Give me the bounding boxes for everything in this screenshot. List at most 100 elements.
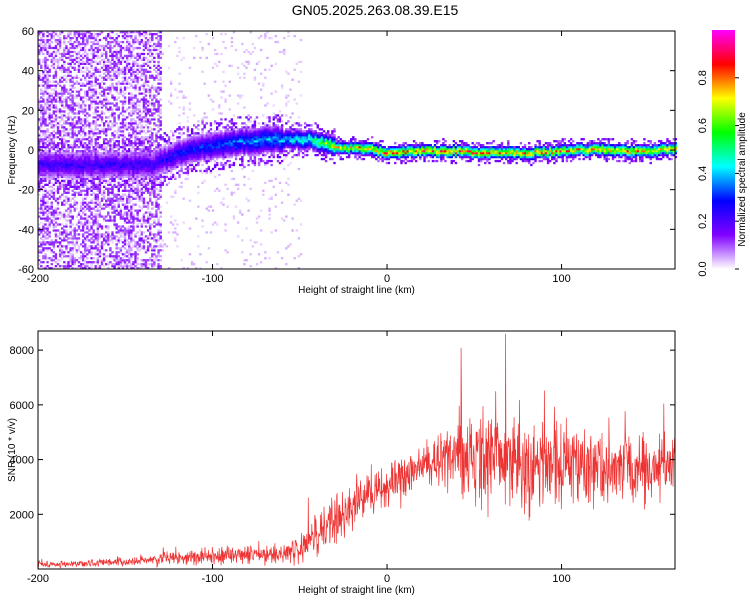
spectrogram-cell xyxy=(136,62,139,66)
spectrogram-cell xyxy=(209,155,213,159)
spectrogram-cell xyxy=(65,104,68,107)
spectrogram-cell xyxy=(44,110,47,113)
spectrogram-cell xyxy=(165,146,169,149)
spectrogram-cell xyxy=(211,100,215,103)
spectrogram-cell xyxy=(48,96,51,99)
spectrogram-cell xyxy=(69,104,72,107)
spectrogram-cell xyxy=(98,116,102,119)
spectrogram-cell xyxy=(90,155,93,159)
spectrogram-cell xyxy=(100,66,104,69)
spectrogram-cell xyxy=(138,144,141,147)
spectrogram-cell xyxy=(123,175,127,179)
spectrogram-cell xyxy=(46,124,49,127)
spectrogram-cell xyxy=(169,130,173,133)
spectrogram-cell xyxy=(151,247,154,250)
spectrogram-cell xyxy=(38,74,41,77)
spectrogram-cell xyxy=(50,34,53,38)
spectrogram-cell xyxy=(107,46,110,50)
spectrogram-cell xyxy=(172,150,175,153)
spectrogram-cell xyxy=(151,173,154,177)
spectrogram-cell xyxy=(84,50,87,54)
spectrogram-cell xyxy=(58,217,62,220)
spectrogram-cell xyxy=(155,70,158,73)
spectrogram-cell xyxy=(128,169,131,173)
spectrogram-cell xyxy=(58,153,62,157)
spectrogram-cell xyxy=(146,229,150,232)
spectrogram-cell xyxy=(105,54,108,58)
spectrogram-cell xyxy=(107,189,110,192)
spectrogram-cell xyxy=(144,155,148,159)
spectrogram-cell xyxy=(157,40,160,44)
spectrogram-cell xyxy=(107,203,110,206)
spectrogram-cell xyxy=(109,177,112,181)
spectrogram-cell xyxy=(151,267,154,270)
spectrogram-cell xyxy=(149,225,152,228)
spectrogram-cell xyxy=(186,130,190,133)
spectrogram-cell xyxy=(119,100,123,103)
spectrogram-cell xyxy=(125,173,129,177)
spectrogram-cell xyxy=(125,255,129,258)
spectrogram-cell xyxy=(211,146,215,149)
spectrogram-cell xyxy=(153,173,156,177)
spectrogram-cell xyxy=(159,144,162,147)
spectrogram-cell xyxy=(50,134,53,137)
spectrogram-cell xyxy=(176,159,179,163)
spectrogram-cell xyxy=(151,161,154,165)
spectrogram-cell xyxy=(192,159,196,163)
spectrogram-cell xyxy=(140,237,144,240)
spectrogram-cell xyxy=(155,148,158,151)
spectrogram-cell xyxy=(54,58,58,62)
spectrogram-cell xyxy=(123,169,127,173)
spectrogram-cell xyxy=(56,201,60,204)
spectrogram-cell xyxy=(205,122,208,125)
spectrogram-cell xyxy=(52,36,56,40)
spectrogram-cell xyxy=(176,171,179,175)
spectrogram-cell xyxy=(96,124,100,127)
spectrogram-cell xyxy=(88,179,91,183)
spectrogram-cell xyxy=(105,199,108,202)
spectrogram-cell xyxy=(186,134,190,137)
spectrogram-cell xyxy=(100,52,104,56)
spectrogram-cell xyxy=(52,58,56,62)
spectrogram-cell xyxy=(46,128,49,131)
spectrogram-cell xyxy=(77,32,81,36)
spectrogram-cell xyxy=(92,169,95,173)
spectrogram-cell xyxy=(109,106,112,109)
spectrogram-cell xyxy=(52,167,56,171)
spectrogram-cell xyxy=(105,249,108,252)
spectrogram-cell xyxy=(153,225,156,228)
spectrogram-cell xyxy=(138,219,141,222)
spectrogram-cell xyxy=(50,211,53,214)
spectrogram-cell xyxy=(203,159,206,163)
spectrogram-cell xyxy=(197,120,200,123)
spectrogram-cell xyxy=(134,46,137,50)
spectrogram-cell xyxy=(132,110,135,113)
spectrogram-cell xyxy=(90,130,93,133)
spectrogram-cell xyxy=(155,161,158,165)
spectrogram-cell xyxy=(54,90,58,93)
spectrogram-cell xyxy=(90,189,93,192)
spectrogram-cell xyxy=(98,157,102,161)
spectrogram-cell xyxy=(153,265,156,268)
spectrogram-cell xyxy=(56,199,60,202)
spectrogram-cell xyxy=(128,62,131,66)
spectrogram-cell xyxy=(46,241,49,244)
spectrogram-cell xyxy=(67,31,70,34)
spectrogram-cell xyxy=(90,217,93,220)
spectrogram-cell xyxy=(132,108,135,111)
spectrogram-cell xyxy=(157,263,160,266)
spectrogram-cell xyxy=(50,157,53,161)
spectrogram-cell xyxy=(52,56,56,60)
spectrogram-cell xyxy=(44,211,47,214)
spectrogram-cell xyxy=(86,249,89,252)
spectrogram-cell xyxy=(207,144,211,147)
spectrogram-cell xyxy=(98,211,102,214)
spectrogram-cell xyxy=(113,62,116,66)
spectrogram-cell xyxy=(138,205,141,208)
spectrogram-cell xyxy=(146,142,150,145)
spectrogram-cell xyxy=(216,148,219,151)
spectrogram-cell xyxy=(138,54,141,58)
spectrogram-cell xyxy=(105,231,108,234)
spectrogram-cell xyxy=(86,221,89,224)
spectrogram-cell xyxy=(197,146,200,149)
